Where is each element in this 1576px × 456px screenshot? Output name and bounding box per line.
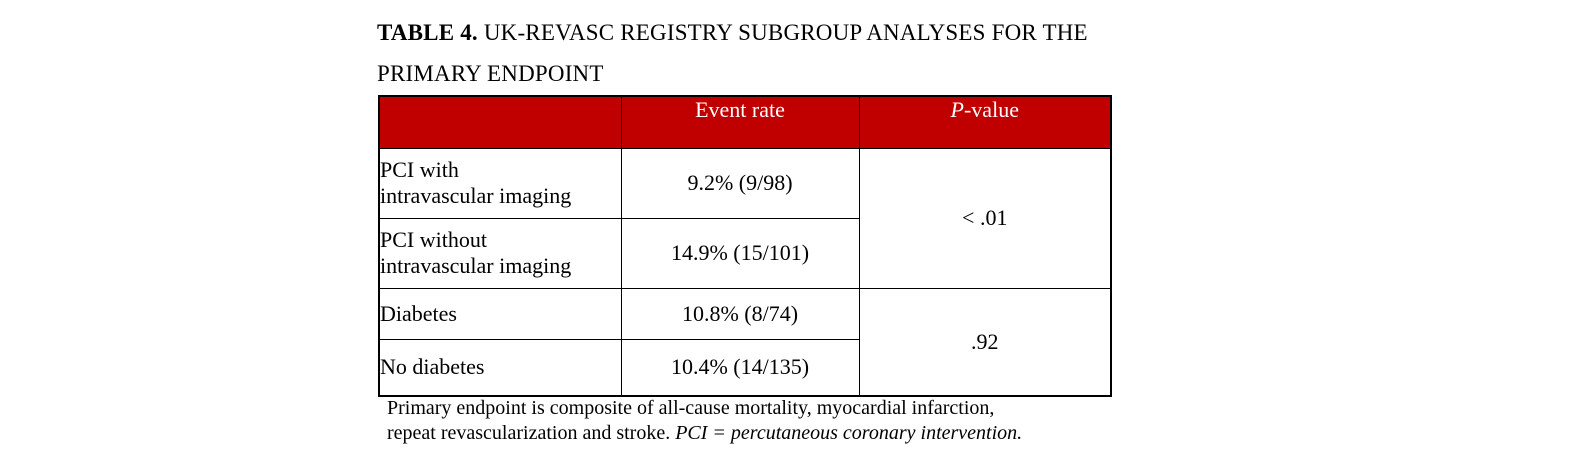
row-label-diabetes: Diabetes	[378, 287, 622, 340]
p-value-italic-p: P	[950, 97, 964, 122]
table-row: PCI with intravascular imaging 9.2% (9/9…	[378, 147, 1112, 289]
footnote-line1: Primary endpoint is composite of all-cau…	[387, 397, 995, 419]
header-event-rate-cell: Event rate	[620, 95, 860, 149]
footnote-abbreviation: PCI = percutaneous coronary intervention…	[675, 422, 1023, 444]
header-row: Event rate P-value	[378, 95, 1112, 149]
header-p-value-cell: P-value	[858, 95, 1112, 149]
table-title-line1: TABLE 4. UK-REVASC REGISTRY SUBGROUP ANA…	[377, 12, 1157, 53]
footnote-line2-text: repeat revascularization and stroke.	[387, 422, 676, 444]
row-label-pci-without-imaging: PCI without intravascular imaging	[378, 217, 622, 289]
table-footnote: Primary endpoint is composite of all-cau…	[387, 396, 1147, 446]
event-rate-pci-with-imaging: 9.2% (9/98)	[620, 147, 860, 219]
table-title: TABLE 4. UK-REVASC REGISTRY SUBGROUP ANA…	[377, 12, 1157, 94]
subgroup-analyses-table: Event rate P-value PCI with intravascula…	[378, 95, 1112, 397]
p-value-imaging-group: < .01	[858, 147, 1112, 289]
header-empty-cell	[378, 95, 622, 149]
table-title-line2: PRIMARY ENDPOINT	[377, 61, 604, 86]
table-number-label: TABLE 4.	[377, 20, 478, 45]
p-value-diabetes-group: .92	[858, 287, 1112, 397]
table-title-text: UK-REVASC REGISTRY SUBGROUP ANALYSES FOR…	[483, 20, 1088, 45]
table-row: PCI without intravascular imaging 14.9% …	[378, 217, 1111, 289]
event-rate-no-diabetes: 10.4% (14/135)	[620, 338, 860, 397]
footnote-line2: repeat revascularization and stroke. PCI…	[387, 421, 1147, 446]
row-label-pci-with-imaging: PCI with intravascular imaging	[378, 147, 622, 219]
event-rate-pci-without-imaging: 14.9% (15/101)	[620, 217, 860, 289]
event-rate-diabetes: 10.8% (8/74)	[620, 287, 860, 340]
table-row: No diabetes 10.4% (14/135)	[378, 338, 1111, 397]
table-row: Diabetes 10.8% (8/74) .92	[378, 287, 1112, 397]
p-value-suffix: -value	[963, 97, 1019, 122]
row-label-no-diabetes: No diabetes	[378, 338, 622, 397]
